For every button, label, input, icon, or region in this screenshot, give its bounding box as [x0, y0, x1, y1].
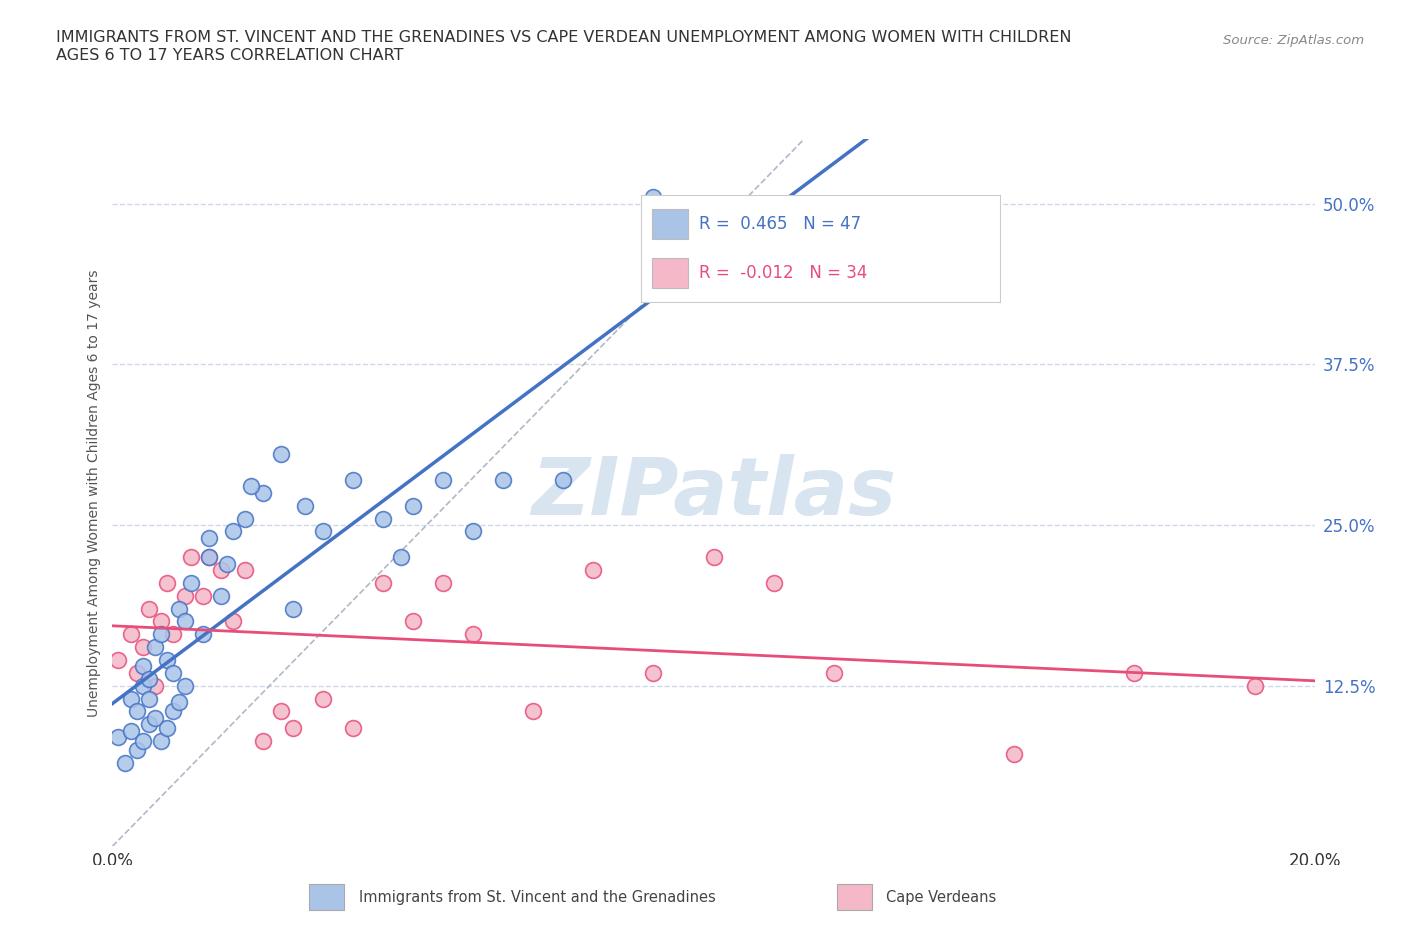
Point [281, 721, 304, 736]
Point [149, 734, 172, 749]
Point [197, 530, 219, 545]
Point [131, 734, 153, 749]
Point [120, 691, 142, 706]
Point [461, 524, 484, 538]
Point [209, 563, 232, 578]
Point [180, 576, 202, 591]
Text: R =  0.465   N = 47: R = 0.465 N = 47 [699, 215, 860, 233]
Point [155, 576, 177, 591]
Point [114, 755, 136, 770]
Point [371, 576, 394, 591]
Point [138, 671, 160, 686]
Point [389, 550, 412, 565]
Point [1002, 747, 1025, 762]
FancyBboxPatch shape [309, 884, 344, 910]
Point [155, 721, 177, 736]
Point [143, 640, 166, 655]
Point [125, 742, 148, 757]
Point [312, 691, 335, 706]
Point [281, 601, 304, 616]
Point [143, 678, 166, 693]
Point [215, 556, 238, 571]
Point [553, 472, 575, 487]
Point [131, 678, 153, 693]
FancyBboxPatch shape [652, 209, 688, 239]
Point [162, 627, 184, 642]
Y-axis label: Unemployment Among Women with Children Ages 6 to 17 years: Unemployment Among Women with Children A… [87, 269, 101, 717]
Point [131, 659, 153, 674]
Text: IMMIGRANTS FROM ST. VINCENT AND THE GRENADINES VS CAPE VERDEAN UNEMPLOYMENT AMON: IMMIGRANTS FROM ST. VINCENT AND THE GREN… [56, 30, 1071, 45]
Point [167, 601, 190, 616]
Point [312, 524, 335, 538]
Point [402, 614, 425, 629]
Point [162, 704, 184, 719]
FancyBboxPatch shape [652, 259, 688, 288]
Point [173, 678, 195, 693]
Text: Cape Verdeans: Cape Verdeans [886, 890, 995, 905]
Point [173, 589, 195, 604]
Point [342, 472, 364, 487]
Text: Immigrants from St. Vincent and the Grenadines: Immigrants from St. Vincent and the Gren… [359, 890, 716, 905]
Point [143, 711, 166, 725]
Point [222, 614, 245, 629]
Point [762, 576, 785, 591]
Point [125, 665, 148, 680]
Point [643, 190, 665, 205]
Point [162, 665, 184, 680]
Point [138, 717, 160, 732]
Point [432, 576, 454, 591]
Point [180, 550, 202, 565]
Point [107, 730, 129, 745]
Point [823, 665, 845, 680]
Text: R =  -0.012   N = 34: R = -0.012 N = 34 [699, 264, 868, 282]
Point [120, 724, 142, 738]
Point [167, 695, 190, 710]
Point [222, 524, 245, 538]
Point [252, 485, 274, 500]
Point [252, 734, 274, 749]
Point [1243, 678, 1265, 693]
Point [138, 601, 160, 616]
Point [239, 479, 262, 494]
Text: ZIPatlas: ZIPatlas [531, 454, 896, 532]
Point [294, 498, 316, 513]
Point [107, 653, 129, 668]
Point [131, 640, 153, 655]
FancyBboxPatch shape [837, 884, 872, 910]
Point [643, 665, 665, 680]
Point [149, 614, 172, 629]
Point [522, 704, 544, 719]
Point [191, 589, 214, 604]
Point [342, 721, 364, 736]
Point [371, 512, 394, 526]
Text: Source: ZipAtlas.com: Source: ZipAtlas.com [1223, 34, 1364, 47]
Point [582, 563, 605, 578]
Point [173, 614, 195, 629]
Point [432, 472, 454, 487]
Point [270, 704, 292, 719]
Point [191, 627, 214, 642]
Point [402, 498, 425, 513]
Point [492, 472, 515, 487]
Point [461, 627, 484, 642]
Point [209, 589, 232, 604]
Point [197, 550, 219, 565]
Point [197, 550, 219, 565]
Point [270, 447, 292, 462]
Point [1123, 665, 1146, 680]
Point [125, 704, 148, 719]
Point [233, 563, 256, 578]
Point [120, 627, 142, 642]
Point [233, 512, 256, 526]
Text: AGES 6 TO 17 YEARS CORRELATION CHART: AGES 6 TO 17 YEARS CORRELATION CHART [56, 48, 404, 63]
Point [155, 653, 177, 668]
Point [138, 691, 160, 706]
Point [702, 550, 725, 565]
Point [149, 627, 172, 642]
